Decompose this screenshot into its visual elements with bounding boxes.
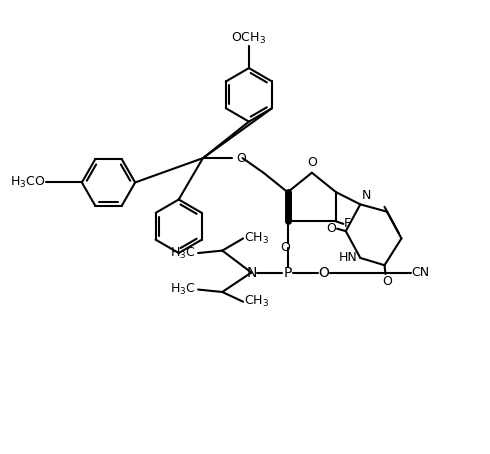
Text: N: N (361, 189, 370, 202)
Text: OCH$_3$: OCH$_3$ (231, 31, 267, 46)
Text: CH$_3$: CH$_3$ (244, 231, 269, 246)
Text: H$_3$CO: H$_3$CO (10, 175, 46, 190)
Text: O: O (318, 266, 329, 280)
Text: O: O (382, 275, 392, 288)
Text: F: F (343, 217, 350, 230)
Text: O: O (326, 222, 336, 235)
Text: N: N (246, 266, 257, 280)
Text: H$_3$C: H$_3$C (170, 282, 196, 297)
Text: CH$_3$: CH$_3$ (244, 294, 269, 309)
Text: HN: HN (339, 252, 358, 264)
Text: O: O (236, 152, 245, 165)
Text: O: O (280, 241, 290, 254)
Text: O: O (307, 156, 317, 169)
Text: P: P (284, 266, 292, 280)
Text: H$_3$C: H$_3$C (170, 246, 196, 261)
Text: CN: CN (411, 266, 429, 279)
